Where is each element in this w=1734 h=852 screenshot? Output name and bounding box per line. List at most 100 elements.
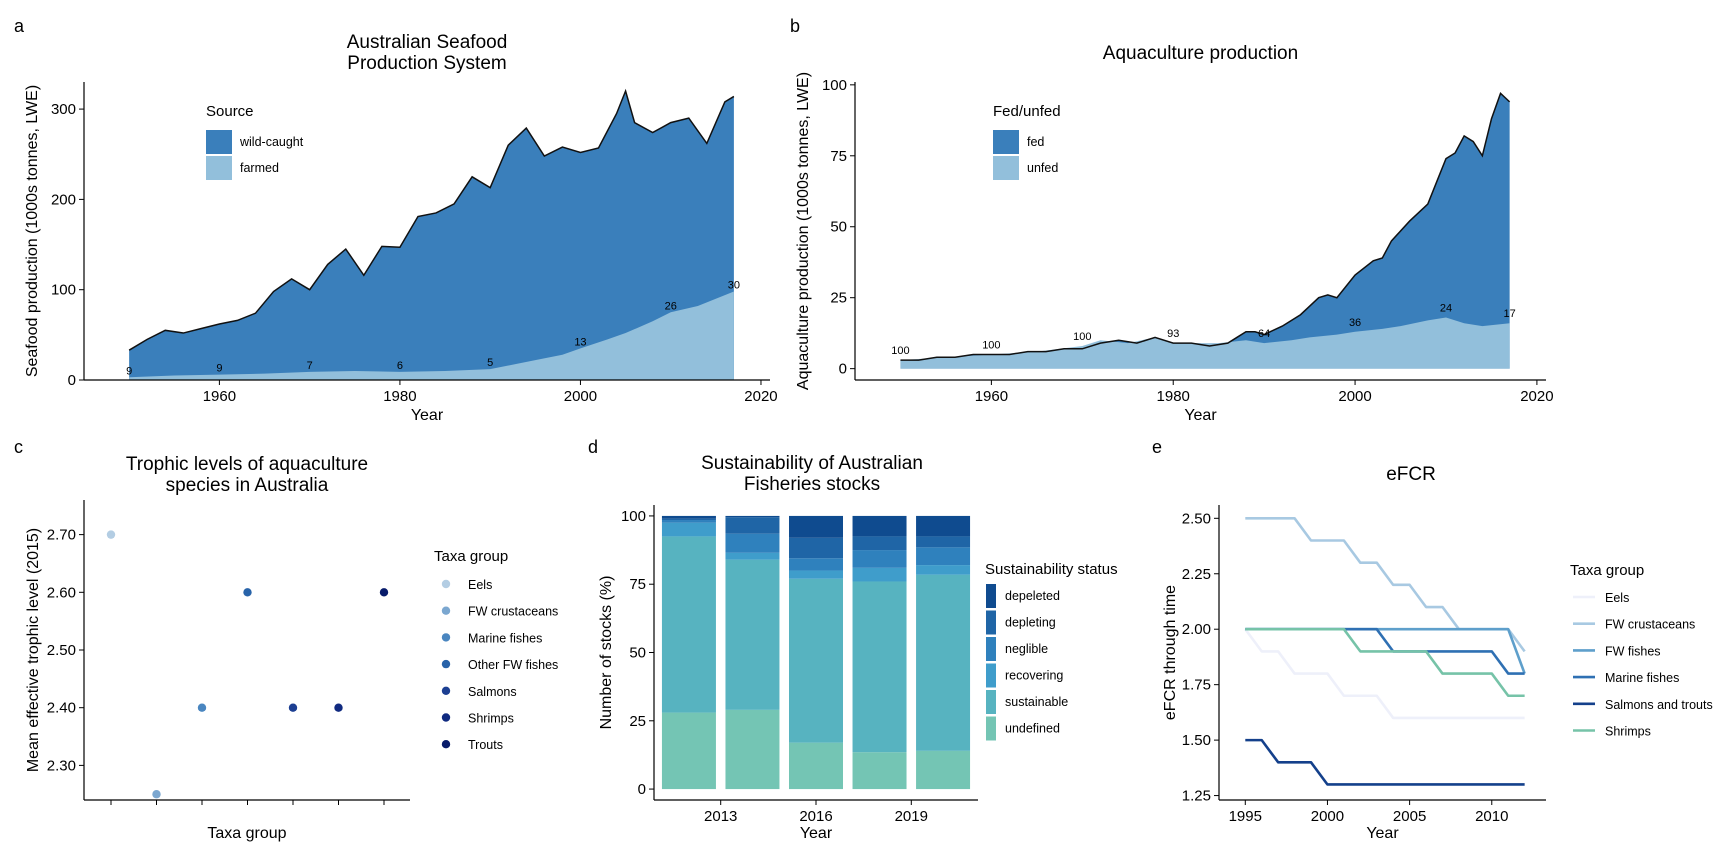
panel-e-x-tick-label: 2010 (1475, 808, 1508, 825)
panel-b-annotation-label: 17 (1504, 308, 1516, 320)
panel-d-legend-swatch (986, 610, 996, 635)
panel-d-bar-segment-neglible (725, 533, 780, 553)
panel-a-legend: Source wild-caught farmed (206, 103, 304, 180)
panel-d-bar-segment-undefined (725, 709, 780, 790)
panel-e-legend-label: Shrimps (1605, 725, 1651, 739)
panel-b-legend: Fed/unfed fed unfed (993, 103, 1061, 180)
panel-d-bar-segment-recovering (916, 565, 971, 575)
panel-e-y-axis-label: eFCR through time (1162, 585, 1179, 720)
panel-d-bar-segment-depeleted (916, 515, 971, 537)
panel-d-bar-segment-neglible (916, 547, 971, 566)
panel-e-legend: Taxa group Eels FW crustaceans FW fishes Mar… (1570, 562, 1713, 739)
panel-a-y-tick-label: 0 (68, 372, 76, 389)
panel-b-annotation-label: 36 (1349, 317, 1361, 329)
panel-c-legend-label: Salmons (468, 685, 517, 699)
panel-e-x-tick-label: 1995 (1229, 808, 1262, 825)
panel-d-x-tick-label: 2019 (895, 808, 928, 825)
panel-d-legend-label: depleting (1005, 616, 1056, 630)
panel-c-point-other-fw-fishes (243, 588, 252, 597)
panel-d-bar-segment-neglible (789, 558, 843, 571)
panel-a-annotation-label: 30 (728, 280, 740, 292)
panel-d-bar-segment-sustainable (661, 536, 716, 713)
panel-d-bar-segment-recovering (789, 570, 843, 579)
panel-c-y-tick-label: 2.40 (47, 700, 76, 717)
panel-a-legend-label: wild-caught (239, 135, 304, 149)
panel-a-annotation-label: 13 (574, 336, 586, 348)
panel-b-y-tick-label: 0 (839, 361, 847, 378)
panel-c-point-eels (106, 530, 116, 539)
panel-d-bar-segment-undefined (789, 742, 843, 790)
panel-c-legend-swatch (441, 659, 451, 669)
panel-d-bar-segment-recovering (661, 522, 716, 537)
panel-b-legend-title: Fed/unfed (993, 103, 1061, 120)
panel-d-legend-label: undefined (1005, 722, 1060, 736)
panel-d-legend-title: Sustainability status (985, 561, 1118, 578)
panel-letter-c: c (14, 437, 23, 457)
panel-b-total-line (900, 92, 1511, 361)
panel-d-y-axis-label: Number of stocks (%) (598, 576, 615, 730)
panel-d-bar-segment-sustainable (852, 581, 907, 753)
panel-d-bar-segment-depleting (725, 517, 780, 534)
panel-d-x-tick-label: 2016 (799, 808, 832, 825)
panel-letter-d: d (588, 437, 598, 457)
panel-b-legend-swatch (993, 130, 1019, 154)
panel-a-x-tick-label: 1960 (203, 388, 236, 405)
panel-a-area-farmed (129, 291, 734, 380)
panel-c-trophic-levels: 2.30 2.40 2.50 2.60 2.70 Trophic levels of aq… (25, 454, 558, 842)
panel-c-point-marine-fishes (197, 703, 207, 712)
panel-d-legend-swatch (986, 716, 996, 741)
panel-b-x-tick-label: 2020 (1520, 388, 1553, 405)
panel-c-legend-label: Eels (468, 578, 492, 592)
panel-d-title: Sustainability of Australian (701, 453, 923, 474)
panel-b-legend-label: unfed (1027, 161, 1058, 175)
panel-b-annotation-label: 24 (1440, 303, 1452, 315)
panel-d-legend-label: recovering (1005, 669, 1063, 683)
panel-b-area-fed (900, 93, 1510, 369)
panel-d-bar-segment-recovering (852, 567, 907, 582)
panel-c-legend-swatch (441, 579, 451, 589)
panel-b-x-tick-label: 2000 (1338, 388, 1371, 405)
panel-d-y-tick-label: 25 (629, 713, 646, 730)
panel-e-line-eels (1244, 628, 1525, 720)
panel-a-legend-label: farmed (240, 161, 279, 175)
panel-b-aquaculture-production: 100 100 100 93 64 36 24 17 0 25 50 75 100 1960 1980 200… (795, 43, 1554, 424)
panel-e-y-tick-label: 1.75 (1182, 677, 1211, 694)
panel-a-title: Australian Seafood (347, 32, 508, 53)
panel-c-legend-swatch (441, 740, 451, 749)
panel-d-bar-segment-depleting (852, 536, 907, 551)
panel-c-legend-swatch (441, 606, 451, 615)
panel-letter-e: e (1152, 437, 1162, 457)
panel-b-y-tick-label: 50 (830, 219, 847, 236)
panel-d-bar-segment-neglible (661, 520, 716, 523)
panel-a-x-tick-label: 2020 (744, 388, 777, 405)
panel-d-legend-label: neglible (1005, 642, 1048, 656)
panel-a-y-tick-label: 200 (51, 191, 76, 208)
panel-c-point-fw-crustaceans (152, 790, 161, 799)
panel-c-legend-label: Marine fishes (468, 631, 542, 645)
panel-c-point-shrimps (334, 703, 343, 712)
panel-a-y-axis-label: Seafood production (1000s tonnes, LWE) (24, 85, 41, 377)
panel-a-legend-title: Source (206, 103, 254, 120)
panel-c-legend-swatch (441, 713, 451, 722)
panel-b-annotation-label: 64 (1258, 328, 1270, 340)
panel-d-bar-segment-recovering (725, 552, 780, 560)
panel-b-annotation-label: 93 (1167, 328, 1179, 340)
panel-e-y-tick-label: 1.50 (1182, 732, 1211, 749)
panel-c-legend-label: FW crustaceans (468, 605, 558, 619)
panel-c-x-axis-label: Taxa group (207, 825, 286, 842)
panel-d-bar-segment-depleting (661, 518, 716, 521)
panel-d-legend-swatch (986, 637, 996, 661)
panel-d-bar-segment-sustainable (725, 559, 780, 710)
panel-a-legend-swatch (206, 130, 232, 154)
panel-b-title: Aquaculture production (1103, 43, 1298, 64)
panel-d-bar-segment-undefined (916, 750, 971, 790)
panel-b-y-tick-label: 25 (830, 290, 847, 307)
panel-d-bar-segment-depleting (916, 536, 971, 548)
panel-c-y-tick-label: 2.70 (47, 527, 76, 544)
panel-c-legend: Taxa group Eels FW crustaceans Marine fishe… (434, 548, 558, 752)
panel-e-y-tick-label: 2.00 (1182, 621, 1211, 638)
panel-d-bar-segment-depleting (789, 537, 843, 559)
panel-d-legend: Sustainability status depeleted depleting n… (985, 561, 1118, 741)
